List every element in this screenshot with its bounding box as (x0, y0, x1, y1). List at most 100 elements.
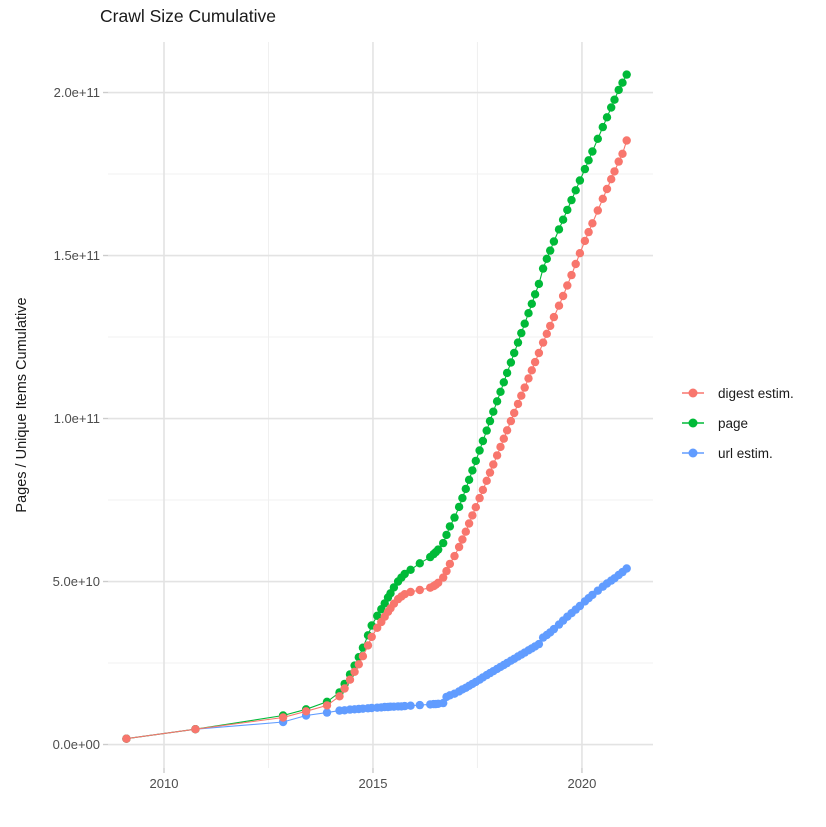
data-point-digest-estim- (607, 175, 616, 184)
data-point-page (502, 368, 512, 378)
data-point-page (478, 436, 488, 446)
data-point-digest-estim- (406, 587, 415, 597)
data-point-page (464, 475, 474, 484)
data-point-digest-estim- (354, 660, 363, 669)
data-point-digest-estim- (530, 357, 540, 367)
legend-label: url estim. (718, 445, 773, 461)
x-tick-label: 2020 (567, 776, 597, 791)
data-point-digest-estim- (345, 675, 355, 684)
data-point-digest-estim- (538, 338, 548, 347)
data-point-digest-estim- (502, 426, 512, 435)
data-point-digest-estim- (350, 667, 359, 676)
data-point-digest-estim- (445, 559, 455, 569)
data-point-digest-estim- (571, 259, 580, 269)
data-point-page (520, 319, 529, 328)
data-point-digest-estim- (415, 585, 424, 595)
data-point-page (598, 122, 607, 132)
data-point-digest-estim- (450, 551, 459, 561)
chart-legend: digest estim. page url estim. (671, 378, 794, 468)
data-point-url-estim- (322, 708, 332, 717)
data-point-page (563, 205, 572, 215)
data-point-page (415, 559, 424, 568)
data-point-page (482, 426, 491, 435)
data-point-page (510, 348, 519, 358)
data-point-digest-estim- (614, 157, 623, 166)
legend-item-url-estim-: url estim. (671, 438, 794, 468)
data-point-digest-estim- (489, 460, 498, 469)
data-point-page (489, 407, 498, 416)
data-point-digest-estim- (554, 301, 564, 310)
data-point-page (607, 103, 616, 112)
data-point-digest-estim- (520, 383, 529, 392)
data-point-digest-estim- (458, 535, 467, 544)
data-point-digest-estim- (549, 312, 559, 322)
data-point-url-estim- (622, 564, 631, 573)
data-point-page (567, 195, 576, 205)
data-point-page (622, 70, 631, 79)
legend-key-icon (671, 408, 715, 438)
data-point-page (542, 254, 551, 263)
data-point-digest-estim- (580, 236, 590, 246)
data-point-digest-estim- (618, 149, 627, 158)
x-tick-label: 2015 (358, 776, 388, 791)
data-point-page (439, 538, 448, 548)
legend-key-icon (671, 378, 715, 408)
data-point-digest-estim- (506, 416, 516, 426)
data-point-page (492, 397, 502, 406)
legend-key-dot (688, 418, 698, 428)
data-point-page (373, 611, 382, 620)
data-point-digest-estim- (358, 652, 368, 661)
data-point-digest-estim- (363, 641, 373, 650)
data-point-page (517, 328, 526, 338)
data-point-page (406, 565, 415, 574)
data-point-page (549, 237, 559, 246)
data-point-digest-estim- (602, 184, 612, 194)
data-point-page (471, 456, 480, 466)
data-point-page (618, 78, 627, 87)
data-point-page (584, 156, 593, 165)
legend-key-icon (671, 438, 715, 468)
data-point-page (571, 186, 580, 195)
data-point-url-estim- (415, 700, 424, 710)
legend-item-page: page (671, 408, 794, 438)
data-point-page (458, 493, 467, 503)
data-point-digest-estim- (534, 348, 544, 358)
data-point-digest-estim- (461, 527, 470, 536)
data-point-digest-estim- (439, 573, 448, 582)
data-point-digest-estim- (373, 623, 382, 632)
data-point-digest-estim- (588, 219, 597, 228)
x-tick-label: 2010 (149, 776, 179, 791)
data-point-page (445, 522, 455, 531)
chart-title: Crawl Size Cumulative (100, 6, 277, 26)
data-point-digest-estim- (510, 408, 519, 418)
data-point-page (558, 215, 568, 224)
data-point-page (554, 225, 564, 234)
series-line-url-estim- (126, 568, 628, 740)
data-point-page (602, 113, 612, 122)
data-point-digest-estim- (471, 503, 480, 512)
legend-key-dot (688, 388, 698, 398)
y-tick-label: 2.0e+11 (53, 85, 100, 101)
data-point-digest-estim- (442, 566, 451, 576)
data-point-page (534, 279, 544, 289)
data-point-digest-estim- (517, 391, 526, 400)
data-point-digest-estim- (278, 713, 288, 722)
data-point-page (442, 530, 451, 540)
data-point-url-estim- (439, 698, 448, 708)
legend-label: page (718, 415, 749, 431)
data-point-digest-estim- (527, 366, 536, 375)
data-point-page (475, 446, 484, 455)
data-point-page (506, 358, 516, 367)
data-point-digest-estim- (499, 434, 508, 443)
data-point-page (468, 466, 477, 475)
data-point-digest-estim- (468, 511, 477, 520)
data-point-digest-estim- (546, 321, 555, 331)
data-point-digest-estim- (301, 707, 311, 716)
data-point-page (496, 387, 505, 396)
data-point-digest-estim- (567, 270, 576, 280)
data-point-digest-estim- (340, 684, 349, 693)
y-tick-label: 0.0e+00 (52, 737, 100, 753)
data-point-digest-estim- (434, 578, 443, 587)
